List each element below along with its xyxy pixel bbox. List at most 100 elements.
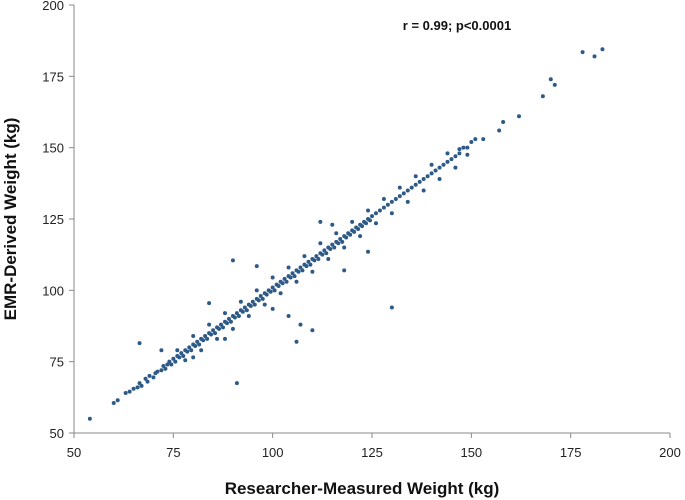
data-point	[286, 314, 291, 319]
data-point	[187, 345, 192, 350]
data-point	[334, 231, 339, 236]
data-point	[358, 234, 363, 239]
data-point	[429, 171, 434, 176]
y-tick-label: 50	[50, 426, 64, 441]
data-point	[236, 314, 241, 319]
data-point	[222, 311, 227, 316]
data-point	[469, 139, 474, 144]
data-point	[328, 246, 333, 251]
data-point	[268, 289, 273, 294]
data-point	[242, 305, 247, 310]
data-point	[453, 165, 458, 170]
data-point	[264, 292, 269, 297]
data-points	[87, 47, 605, 421]
data-point	[552, 82, 557, 87]
data-point	[276, 284, 281, 289]
data-point	[348, 232, 353, 237]
data-point	[248, 304, 253, 309]
data-point	[366, 249, 371, 254]
data-point	[318, 219, 323, 224]
data-point	[364, 221, 369, 226]
data-point	[393, 197, 398, 202]
data-point	[256, 298, 261, 303]
data-point	[413, 174, 418, 179]
data-point	[207, 322, 212, 327]
data-point	[473, 137, 478, 142]
data-point	[211, 328, 216, 333]
data-point	[405, 188, 410, 193]
data-point	[600, 47, 605, 52]
data-point	[226, 316, 231, 321]
data-point	[433, 168, 438, 173]
y-axis-title: EMR-Derived Weight (kg)	[1, 118, 20, 321]
data-point	[131, 386, 136, 391]
data-point	[230, 258, 235, 263]
data-point	[308, 262, 313, 267]
data-point	[272, 288, 277, 293]
data-point	[429, 162, 434, 167]
data-point	[197, 342, 202, 347]
data-point	[111, 401, 116, 406]
data-point	[183, 358, 188, 363]
data-point	[179, 351, 184, 356]
data-point	[326, 256, 331, 261]
data-point	[191, 355, 196, 360]
data-point	[389, 211, 394, 216]
data-point	[222, 336, 227, 341]
data-point	[175, 348, 180, 353]
data-point	[137, 341, 142, 346]
data-point	[159, 368, 164, 373]
data-point	[177, 355, 182, 360]
y-tick-label: 100	[42, 283, 64, 298]
data-point	[481, 137, 486, 142]
data-point	[344, 235, 349, 240]
data-point	[254, 288, 259, 293]
data-point	[320, 252, 325, 257]
data-point	[203, 333, 208, 338]
data-point	[421, 188, 426, 193]
data-point	[87, 416, 92, 421]
data-point	[252, 302, 257, 307]
x-tick-label: 100	[262, 445, 284, 460]
data-point	[199, 348, 204, 353]
data-point	[405, 199, 410, 204]
data-point	[318, 241, 323, 246]
data-point	[449, 157, 454, 162]
data-point	[209, 332, 214, 337]
y-tick-label: 75	[50, 355, 64, 370]
data-point	[278, 291, 283, 296]
data-point	[457, 147, 462, 152]
data-point	[548, 77, 553, 82]
data-point	[437, 177, 442, 182]
data-point	[310, 328, 315, 333]
data-point	[246, 314, 251, 319]
data-point	[366, 208, 371, 213]
data-point	[139, 383, 144, 388]
data-point	[517, 114, 522, 119]
data-point	[465, 145, 470, 150]
data-point	[381, 205, 386, 210]
x-tick-label: 200	[659, 445, 681, 460]
data-point	[262, 302, 267, 307]
data-point	[270, 275, 275, 280]
data-point	[457, 151, 462, 156]
data-point	[441, 162, 446, 167]
data-point	[270, 285, 275, 290]
data-point	[290, 271, 295, 276]
x-ticks: 50 75 100 125 150 175 200	[67, 433, 681, 460]
data-point	[280, 281, 285, 286]
data-point	[340, 239, 345, 244]
data-point	[288, 275, 293, 280]
data-point	[244, 308, 249, 313]
data-point	[205, 336, 210, 341]
data-point	[228, 319, 233, 324]
data-point	[147, 373, 152, 378]
data-point	[540, 94, 545, 99]
data-point	[453, 154, 458, 159]
data-point	[373, 211, 378, 216]
data-point	[316, 256, 321, 261]
data-point	[161, 363, 166, 368]
data-point	[401, 191, 406, 196]
data-point	[370, 214, 374, 219]
